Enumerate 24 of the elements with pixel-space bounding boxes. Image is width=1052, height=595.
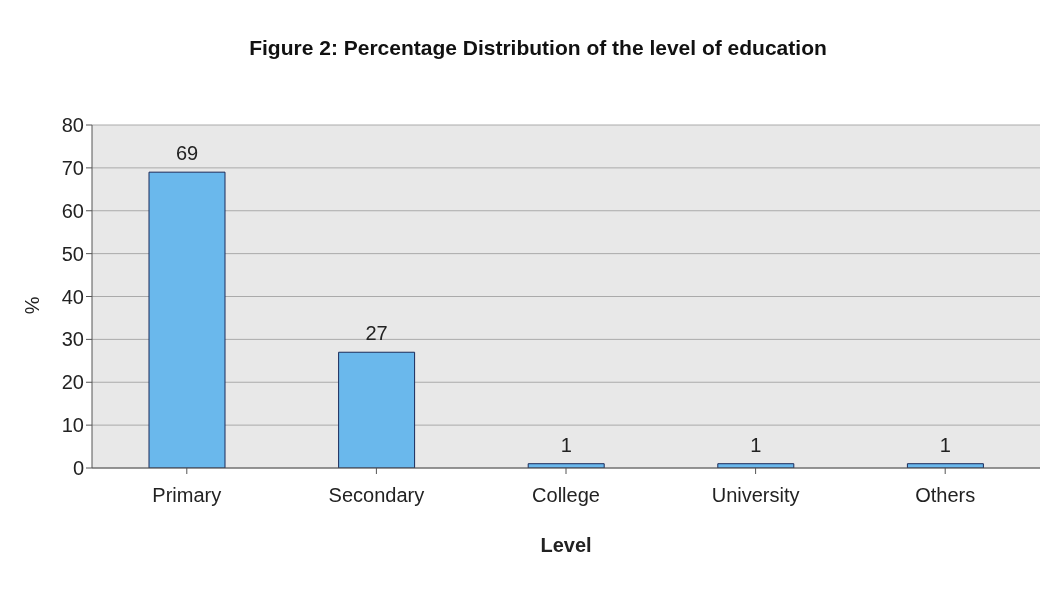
data-label: 1	[560, 433, 572, 456]
data-label: 1	[939, 433, 951, 456]
y-tick-label: 70	[61, 156, 84, 179]
y-tick-label: 10	[61, 414, 84, 437]
y-axis-title: %	[20, 296, 43, 315]
data-label: 1	[750, 433, 762, 456]
data-label: 27	[365, 322, 388, 345]
y-tick-label: 40	[61, 285, 84, 308]
y-tick-label: 50	[61, 242, 84, 265]
x-tick-label: Others	[915, 484, 976, 507]
x-tick-label: University	[711, 484, 800, 507]
bar	[338, 351, 416, 468]
y-tick-label: 0	[72, 457, 84, 480]
y-tick-label: 80	[61, 114, 84, 137]
x-axis-title: Level	[540, 534, 592, 557]
data-label: 69	[175, 142, 199, 165]
x-tick-label: College	[532, 484, 600, 507]
y-tick-label: 60	[61, 199, 84, 222]
chart-title: Figure 2: Percentage Distribution of the level of education	[248, 36, 828, 60]
y-tick-label: 30	[61, 328, 84, 351]
x-tick-label: Primary	[152, 484, 222, 507]
bar	[148, 171, 226, 468]
y-tick-label: 20	[61, 371, 84, 394]
x-tick-label: Secondary	[328, 484, 425, 507]
